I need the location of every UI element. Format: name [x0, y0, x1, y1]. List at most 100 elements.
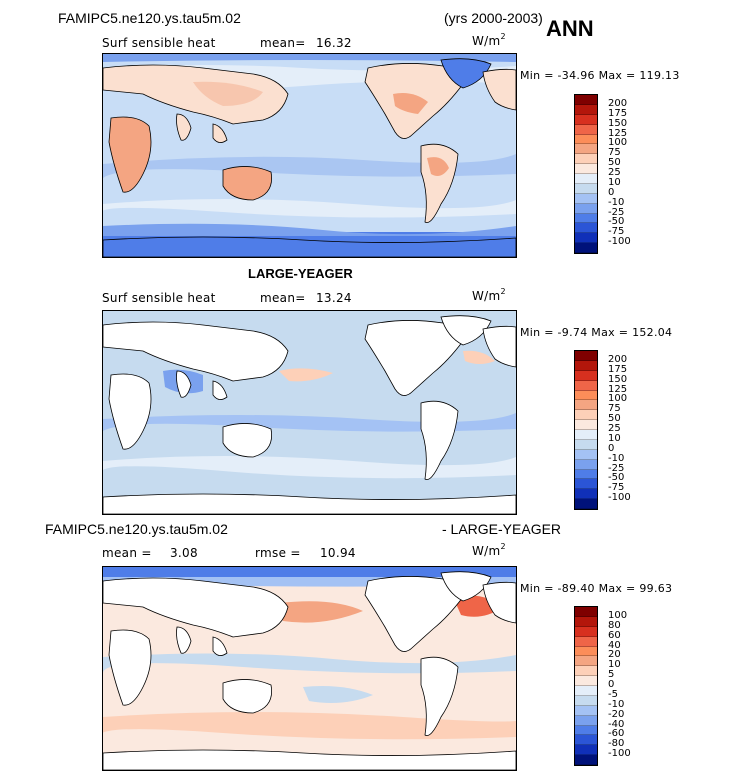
- season-label: ANN: [546, 16, 594, 41]
- colorbar-tick-label: 100: [608, 393, 628, 405]
- panel1-mean-value: 16.32: [316, 36, 352, 50]
- colorbar-tick-label: -75: [608, 482, 625, 494]
- colorbar-swatch: [575, 695, 597, 706]
- panel1-map: [102, 53, 517, 258]
- colorbar-swatch: [575, 213, 597, 224]
- colorbar-tick-label: -100: [608, 748, 631, 760]
- colorbar-tick-label: 75: [608, 147, 621, 159]
- colorbar-swatch: [575, 104, 597, 115]
- colorbar-swatch: [575, 616, 597, 627]
- colorbar-tick-label: 100: [608, 137, 628, 149]
- colorbar-tick-label: 0: [608, 186, 615, 198]
- colorbar-tick-label: 10: [608, 659, 621, 671]
- colorbar-tick-label: -40: [608, 718, 625, 730]
- colorbar-swatch: [575, 705, 597, 716]
- colorbar-tick-label: -50: [608, 472, 625, 484]
- colorbar-swatch: [575, 755, 597, 765]
- colorbar-tick-label: 75: [608, 403, 621, 415]
- panel3-rmse-label: rmse =: [255, 546, 301, 560]
- colorbar-tick-label: 50: [608, 413, 621, 425]
- panel2-mean-value: 13.24: [316, 291, 352, 305]
- colorbar-swatch: [575, 449, 597, 460]
- colorbar-swatch: [575, 479, 597, 490]
- panel3-min-max: Min = -89.40 Max = 99.63: [520, 582, 673, 595]
- colorbar-tick-label: -25: [608, 206, 625, 218]
- colorbar-tick-label: 0: [608, 442, 615, 454]
- colorbar-tick-label: 150: [608, 373, 628, 385]
- colorbar-swatch: [575, 439, 597, 450]
- panel2-variable: Surf sensible heat: [102, 291, 216, 305]
- colorbar-tick-label: -75: [608, 226, 625, 238]
- panel3-title-right: - LARGE-YEAGER: [442, 521, 562, 537]
- colorbar-tick-label: 60: [608, 629, 621, 641]
- panel1-variable: Surf sensible heat: [102, 36, 216, 50]
- colorbar-3: [574, 606, 598, 766]
- colorbar-tick-label: 125: [608, 127, 628, 139]
- colorbar-swatch: [575, 390, 597, 401]
- colorbar-tick-label: -10: [608, 452, 625, 464]
- colorbar-swatch: [575, 725, 597, 736]
- colorbar-2: [574, 350, 598, 510]
- colorbar-swatch: [575, 469, 597, 480]
- panel2-mean-label: mean=: [260, 291, 306, 305]
- colorbar-tick-label: 20: [608, 649, 621, 661]
- colorbar-tick-label: 25: [608, 423, 621, 434]
- colorbar-swatch: [575, 656, 597, 667]
- colorbar-tick-label: -10: [608, 196, 625, 208]
- colorbar-tick-label: 100: [608, 609, 628, 621]
- panel3-mean-value: 3.08: [170, 546, 198, 560]
- panel2-units: W/m2: [472, 287, 506, 303]
- colorbar-swatch: [575, 499, 597, 509]
- colorbar-swatch: [575, 95, 597, 105]
- colorbar-1: [574, 94, 598, 254]
- colorbar-tick-label: 50: [608, 157, 621, 169]
- colorbar-swatch: [575, 174, 597, 184]
- colorbar-tick-label: 125: [608, 383, 628, 395]
- colorbar-swatch: [575, 735, 597, 746]
- colorbar-swatch: [575, 380, 597, 391]
- colorbar-tick-label: -60: [608, 728, 625, 740]
- colorbar-swatch: [575, 154, 597, 165]
- colorbar-tick-label: 150: [608, 117, 628, 129]
- colorbar-swatch: [575, 489, 597, 500]
- colorbar-swatch: [575, 223, 597, 234]
- panel3-title-left: FAMIPC5.ne120.ys.tau5m.02: [45, 521, 228, 537]
- panel2-min-max: Min = -9.74 Max = 152.04: [520, 326, 673, 339]
- colorbar-tick-label: 25: [608, 167, 621, 178]
- colorbar-swatch: [575, 410, 597, 421]
- colorbar-swatch: [575, 360, 597, 371]
- colorbar-swatch: [575, 666, 597, 677]
- colorbar-tick-label: 10: [608, 432, 621, 444]
- colorbar-swatch: [575, 124, 597, 135]
- colorbar-swatch: [575, 243, 597, 253]
- panel3-map: [102, 566, 517, 771]
- colorbar-swatch: [575, 686, 597, 696]
- colorbar-tick-label: -25: [608, 462, 625, 474]
- colorbar-tick-label: 175: [608, 363, 628, 375]
- colorbar-swatch: [575, 183, 597, 194]
- colorbar-swatch: [575, 745, 597, 756]
- colorbar-swatch: [575, 351, 597, 361]
- colorbar-tick-label: -20: [608, 708, 625, 720]
- colorbar-swatch: [575, 646, 597, 657]
- colorbar-tick-label: 0: [608, 679, 615, 690]
- colorbar-tick-label: -10: [608, 698, 625, 710]
- colorbar-tick-label: 10: [608, 176, 621, 188]
- panel2-title: LARGE-YEAGER: [248, 266, 353, 281]
- colorbar-swatch: [575, 233, 597, 244]
- colorbar-swatch: [575, 400, 597, 411]
- colorbar-tick-label: -100: [608, 492, 631, 504]
- colorbar-swatch: [575, 636, 597, 647]
- panel3-rmse-value: 10.94: [320, 546, 356, 560]
- colorbar-tick-label: -80: [608, 738, 625, 750]
- panel3-mean-label: mean =: [102, 546, 152, 560]
- colorbar-swatch: [575, 459, 597, 470]
- colorbar-swatch: [575, 626, 597, 637]
- colorbar-tick-label: 200: [608, 97, 628, 109]
- colorbar-swatch: [575, 607, 597, 617]
- panel1-mean-label: mean=: [260, 36, 306, 50]
- colorbar-swatch: [575, 144, 597, 155]
- colorbar-tick-label: 200: [608, 353, 628, 365]
- colorbar-swatch: [575, 134, 597, 145]
- case-title: FAMIPC5.ne120.ys.tau5m.02: [58, 10, 241, 26]
